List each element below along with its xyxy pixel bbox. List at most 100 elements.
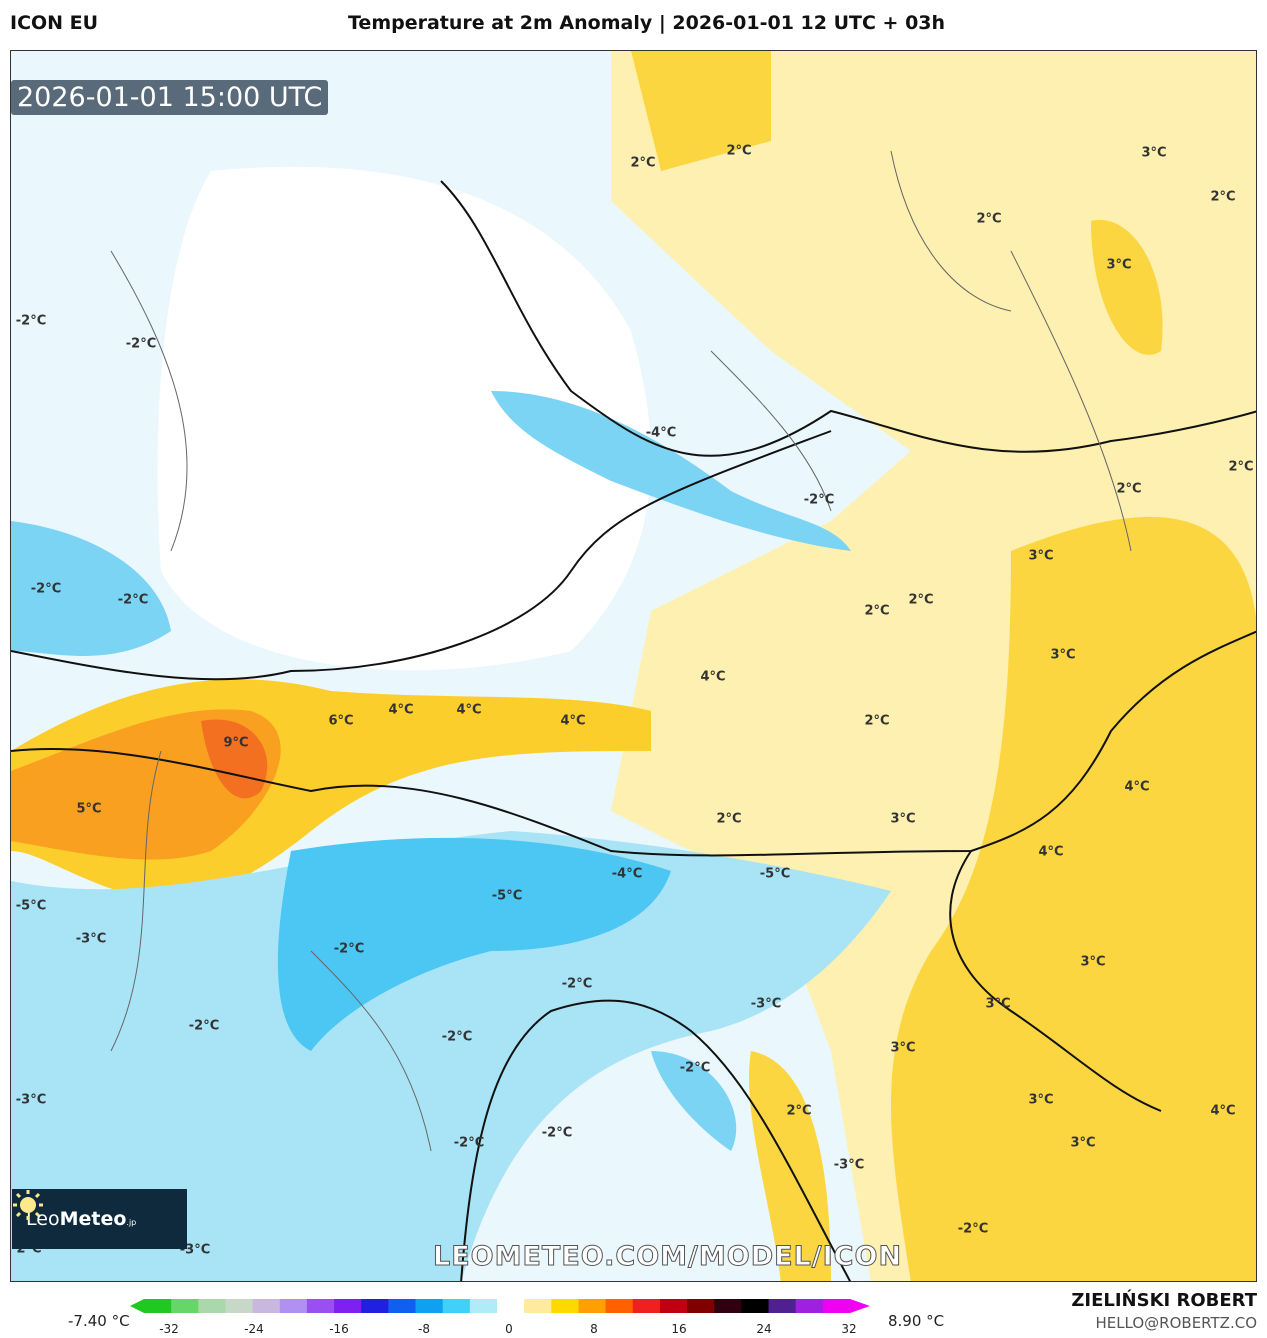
colorbar-swatch: [795, 1299, 824, 1313]
colorbar-swatch: [605, 1299, 634, 1313]
colorbar-swatch: [469, 1299, 498, 1313]
colorbar-tick: -16: [329, 1322, 349, 1336]
colorbar-swatch: [361, 1299, 389, 1313]
author-email: HELLO@ROBERTZ.CO: [1095, 1314, 1257, 1332]
contour-label: 3°C: [985, 996, 1011, 1012]
contour-label: 9°C: [223, 735, 249, 751]
colorbar-tick: 0: [505, 1322, 513, 1336]
contour-label: 2°C: [726, 143, 752, 159]
field-yellow-strong: [631, 51, 1256, 1281]
contour-label: -3°C: [179, 1242, 211, 1258]
colorbar-swatch: [768, 1299, 797, 1313]
contour-label: -2°C: [453, 1135, 485, 1151]
contour-label: -5°C: [15, 898, 47, 914]
colorbar-swatch: [822, 1299, 851, 1313]
contour-label: -2°C: [441, 1029, 473, 1045]
author-name: ZIELIŃSKI ROBERT: [1071, 1290, 1257, 1311]
colorbar-tick: 16: [671, 1322, 687, 1336]
contour-label: 4°C: [700, 669, 726, 685]
sun-icon: [13, 1190, 43, 1220]
contour-label: 6°C: [328, 713, 354, 729]
colorbar-tick: 32: [841, 1322, 857, 1336]
colorbar-swatch: [551, 1299, 579, 1313]
contour-label: 2°C: [630, 155, 656, 171]
contour-label: -2°C: [30, 581, 62, 597]
logo-text-light: Leo: [26, 1208, 60, 1230]
contour-label: -3°C: [750, 996, 782, 1012]
contour-label: 2°C: [1228, 459, 1254, 475]
contour-label: -2°C: [15, 313, 47, 329]
colorbar-swatch: [741, 1299, 770, 1313]
logo-text-bold: Meteo: [59, 1208, 127, 1230]
contour-label: 5°C: [76, 801, 102, 817]
colorbar-tick: 8: [590, 1322, 598, 1336]
contour-label: -2°C: [957, 1221, 989, 1237]
contour-label: 2°C: [716, 811, 742, 827]
logo-suffix: .jp: [126, 1218, 137, 1227]
contour-label: -4°C: [611, 866, 643, 882]
leometeo-logo: LeoMeteo.jp: [12, 1189, 187, 1249]
colorbar-swatch: [144, 1299, 172, 1313]
colorbar-swatch: [171, 1299, 199, 1313]
colorbar-max-extend: [850, 1299, 870, 1313]
anomaly-map: 2026-01-01 15:00 UTC 2°C 2°C 3°C 2°C 2°C 3°C -…: [10, 50, 1257, 1282]
map-fields: [11, 51, 1256, 1281]
valid-time-badge: 2026-01-01 15:00 UTC: [11, 80, 329, 115]
field-white-north: [157, 166, 651, 671]
colorbar-swatch: [524, 1299, 552, 1313]
colorbar-swatch: [578, 1299, 607, 1313]
contour-label: 4°C: [1210, 1103, 1236, 1119]
colorbar-max-label: 8.90 °C: [888, 1312, 945, 1330]
colorbar-swatch: [279, 1299, 308, 1313]
model-name: ICON EU: [10, 12, 99, 34]
contour-label: 2°C: [908, 592, 934, 608]
colorbar-tick: 24: [756, 1322, 772, 1336]
contour-label: 4°C: [456, 702, 482, 718]
contour-label: -3°C: [15, 1092, 47, 1108]
colorbar-swatch: [198, 1299, 226, 1313]
map-title: Temperature at 2m Anomaly | 2026-01-01 1…: [348, 12, 946, 34]
contour-label: -4°C: [645, 425, 677, 441]
contour-label: -3°C: [75, 931, 107, 947]
colorbar-tick: -8: [418, 1322, 430, 1336]
colorbar-swatch: [687, 1299, 715, 1313]
colorbar-swatch: [252, 1299, 281, 1313]
colorbar-swatch: [632, 1299, 661, 1313]
contour-label: -2°C: [561, 976, 593, 992]
colorbar-swatch: [388, 1299, 417, 1313]
contour-label: 3°C: [1106, 257, 1132, 273]
colorbar-tick: -24: [244, 1322, 264, 1336]
contour-label: 4°C: [1124, 779, 1150, 795]
contour-label: 3°C: [1028, 1092, 1054, 1108]
watermark: LEOMETEO.COM/MODEL/ICON: [432, 1241, 903, 1273]
colorbar-swatch: [225, 1299, 254, 1313]
field-orange-band: [11, 679, 651, 901]
contour-label: 3°C: [890, 811, 916, 827]
contour-label: 2°C: [786, 1103, 812, 1119]
contour-label: 3°C: [1050, 647, 1076, 663]
contour-label: 2°C: [864, 713, 890, 729]
colorbar-min-extend: [130, 1299, 144, 1313]
colorbar-swatch: [442, 1299, 471, 1313]
colorbar-min-label: -7.40 °C: [68, 1312, 130, 1330]
contour-label: -2°C: [125, 336, 157, 352]
contour-label: 3°C: [1028, 548, 1054, 564]
colorbar-swatch: [306, 1299, 335, 1313]
contour-label: -2°C: [541, 1125, 573, 1141]
colorbar-swatch: [659, 1299, 688, 1313]
colorbar-swatch: [415, 1299, 444, 1313]
contour-label: 4°C: [560, 713, 586, 729]
contour-label: -2°C: [188, 1018, 220, 1034]
contour-label: 3°C: [1141, 145, 1167, 161]
contour-label: 2°C: [1116, 481, 1142, 497]
admin-borders: [110, 150, 1132, 1152]
contour-label: 3°C: [1070, 1135, 1096, 1151]
contour-label: -2°C: [333, 941, 365, 957]
contour-label: 2°C: [1210, 189, 1236, 205]
contour-label: -3°C: [833, 1157, 865, 1173]
colorbar-swatch: [714, 1299, 742, 1313]
field-blue-south: [11, 391, 891, 1281]
contour-label: -2°C: [117, 592, 149, 608]
colorbar-swatch: [497, 1299, 525, 1313]
contour-label: -5°C: [491, 888, 523, 904]
